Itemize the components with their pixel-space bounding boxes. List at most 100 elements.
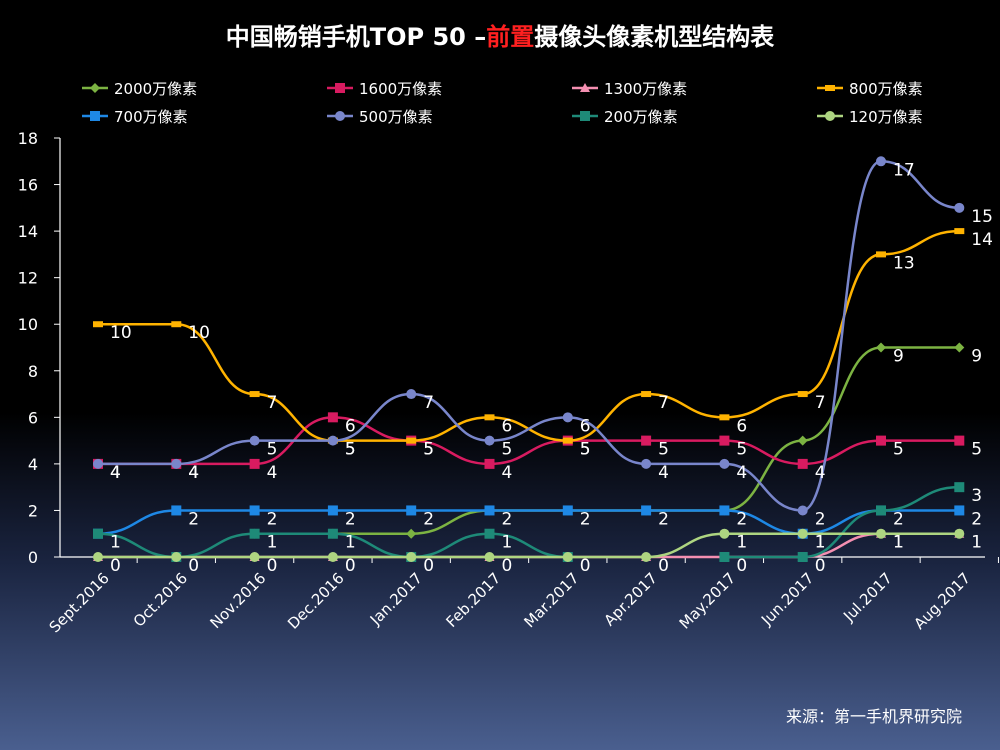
data-point [171,321,182,328]
data-label: 2 [971,509,982,529]
data-point [797,458,808,469]
data-label: 4 [267,463,278,483]
data-point [93,321,103,328]
data-point [484,435,495,446]
data-label: 1 [267,533,278,553]
data-label: 7 [658,393,669,413]
data-point [797,391,808,398]
y-tick-label: 0 [28,548,38,567]
data-label: 4 [110,463,121,483]
legend-label: 120万像素 [849,108,923,126]
data-point [484,458,495,469]
data-label: 0 [658,556,669,576]
data-label: 13 [893,253,915,273]
legend-label: 700万像素 [114,108,188,126]
data-label: 2 [502,509,513,529]
x-tick-label: Mar.2017 [520,569,582,631]
legend-marker [580,83,590,92]
data-label: 4 [188,463,199,483]
data-label: 2 [736,509,747,529]
data-label: 6 [502,416,513,436]
legend-item-1600mp: 1600万像素 [327,80,442,98]
data-point [484,528,495,539]
data-label: 5 [423,440,434,460]
data-point [954,342,965,353]
x-tick-label: Jan.2017 [366,569,426,629]
y-tick-label: 4 [28,455,38,474]
x-tick-label: Feb.2017 [442,569,504,631]
legend-item-500mp: 500万像素 [327,108,433,126]
legend-label: 2000万像素 [114,80,197,98]
data-label: 6 [345,416,356,436]
data-point [719,552,730,562]
data-point [327,412,338,423]
data-point [954,435,965,446]
data-point [954,482,965,493]
data-label: 1 [815,533,826,553]
data-label: 5 [580,440,591,460]
data-label: 5 [658,440,669,460]
data-point [641,552,652,562]
data-label: 1 [502,533,513,553]
data-label: 5 [345,440,356,460]
data-label: 4 [736,463,747,483]
data-point [171,505,182,516]
data-label: 2 [345,509,356,529]
data-point [797,505,808,516]
data-point [876,435,886,446]
legend-marker [335,111,345,121]
data-point [171,552,182,562]
data-point [876,505,886,516]
x-tick-label: Apr.2017 [600,569,660,629]
data-point [797,528,808,539]
data-point [641,391,652,398]
data-label: 7 [815,393,826,413]
x-tick-label: Nov.2016 [206,569,269,632]
data-label: 1 [110,533,121,553]
data-label: 2 [658,509,669,529]
data-point [327,528,338,539]
data-label: 0 [580,556,591,576]
data-point [93,528,103,539]
data-label: 3 [971,486,982,506]
data-point [406,505,417,516]
y-tick-label: 8 [28,362,38,381]
data-point [249,458,260,469]
legend-marker [825,85,835,91]
data-point [954,505,965,516]
y-tick-label: 14 [18,222,38,241]
data-label: 0 [736,556,747,576]
x-tick-label: Jul.2017 [839,569,896,626]
legend-item-120mp: 120万像素 [817,108,923,126]
data-label: 2 [188,509,199,529]
legend: 2000万像素 1600万像素 1300万像素 800万像素 700万像素 500万像素 2… [82,80,923,126]
data-label: 2 [423,509,434,529]
data-label: 2 [267,509,278,529]
data-label: 15 [971,207,993,227]
data-label: 5 [345,440,356,460]
legend-item-2000mp: 2000万像素 [82,80,197,98]
data-point [249,505,260,516]
data-label: 0 [502,556,513,576]
data-point [327,505,338,516]
data-point [562,552,573,562]
data-label: 5 [580,440,591,460]
data-point [876,342,886,353]
data-point [327,435,338,446]
data-point [876,528,886,539]
data-point [93,552,103,562]
data-point [641,435,652,446]
legend-label: 200万像素 [604,108,678,126]
data-point [406,528,417,539]
data-label: 9 [971,347,982,367]
y-tick-label: 10 [18,315,38,334]
data-label: 4 [658,463,669,483]
data-label: 4 [815,463,826,483]
data-label: 5 [971,440,982,460]
source-note: 来源：第一手机界研究院 [786,707,962,726]
legend-marker [335,83,345,93]
data-label: 10 [188,323,210,343]
data-point [93,458,103,469]
data-point [249,435,260,446]
